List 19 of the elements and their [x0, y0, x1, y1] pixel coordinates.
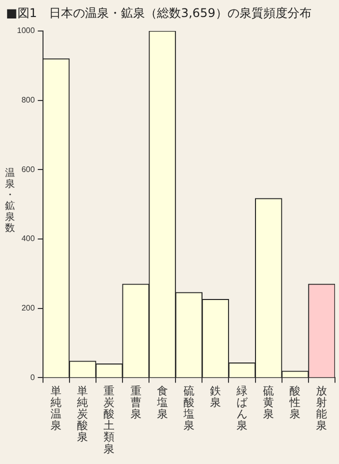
y-tick-label: 1000	[17, 26, 36, 36]
x-tick-label: 放射能泉	[316, 386, 328, 432]
x-tick-label: 食塩泉	[156, 386, 168, 421]
x-tick-label: 鉄泉	[210, 386, 221, 410]
y-tick-label: 400	[21, 234, 36, 244]
x-tick-label: 硫酸塩泉	[182, 384, 194, 432]
x-tick-label: 硫黄泉	[263, 384, 274, 421]
x-tick-label: 単純炭酸泉	[77, 386, 88, 444]
y-tick-label: 200	[21, 304, 36, 313]
x-tick-label: 単純温泉	[50, 386, 62, 432]
y-tick-label: 600	[21, 164, 36, 174]
x-tick-label: 酸性泉	[288, 386, 301, 421]
x-tick-label: 重炭酸土類泉	[104, 384, 115, 456]
y-tick-label: 0	[30, 372, 36, 382]
chart-title: ■図1 日本の温泉・鉱泉（総数3,659）の泉質頻度分布	[6, 5, 312, 22]
y-axis-title: 温泉・鉱泉数	[4, 168, 16, 234]
x-tick-label: 緑ばん泉	[236, 386, 249, 432]
y-tick-label: 800	[21, 96, 36, 105]
x-tick-label: 重曹泉	[130, 384, 142, 421]
